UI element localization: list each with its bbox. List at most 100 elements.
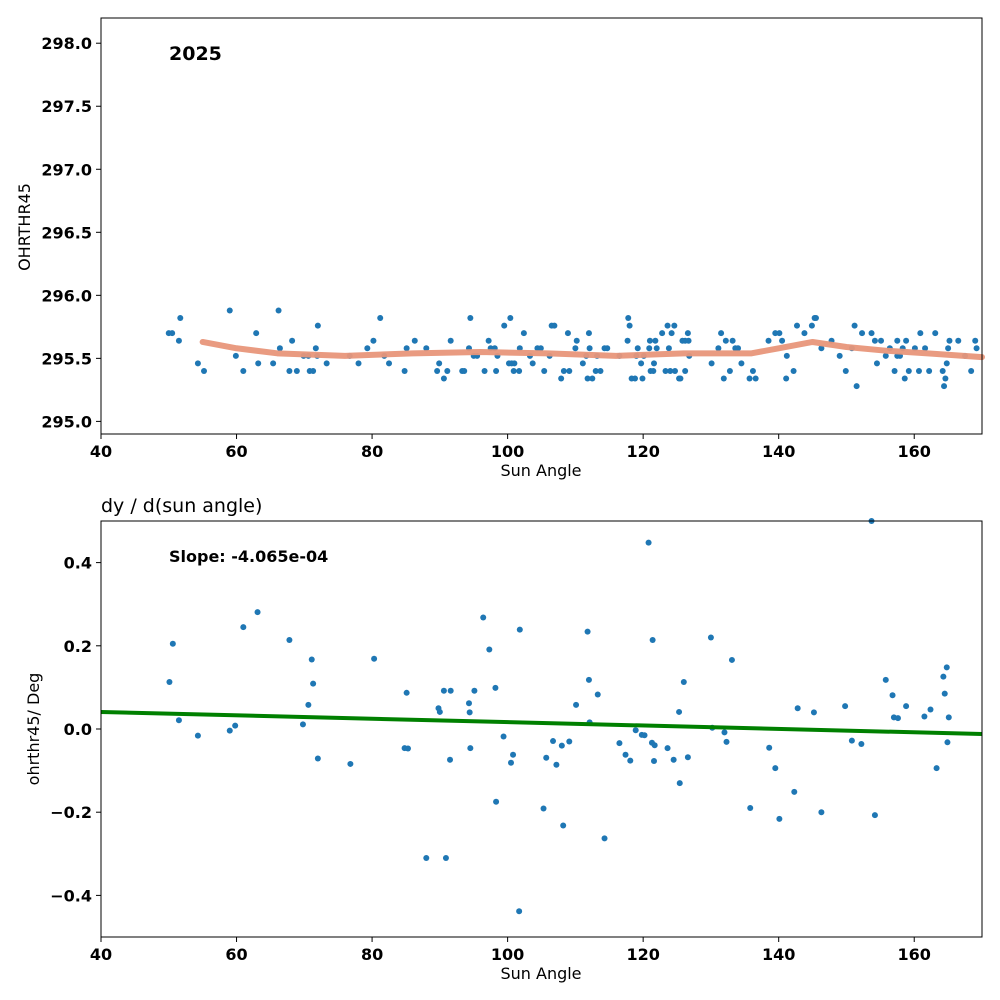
top-data-point <box>169 330 176 337</box>
bottom-data-point <box>169 640 176 647</box>
bottom-x-tick-label: 100 <box>491 945 524 964</box>
top-data-point <box>646 345 653 352</box>
top-data-point <box>573 337 580 344</box>
top-data-point <box>639 375 646 382</box>
bottom-data-point <box>480 614 487 621</box>
bottom-data-point <box>645 539 652 546</box>
top-data-point <box>671 322 678 329</box>
top-data-point <box>276 345 283 352</box>
bottom-data-point <box>889 692 896 699</box>
top-data-point <box>943 360 950 367</box>
bottom-panel-title: dy / d(sun angle) <box>101 495 262 517</box>
top-data-point <box>722 337 729 344</box>
top-data-point <box>945 345 952 352</box>
top-data-point <box>779 337 786 344</box>
top-y-tick-label: 295.5 <box>41 349 92 368</box>
top-data-point <box>386 360 393 367</box>
bottom-data-point <box>766 744 773 751</box>
top-data-point <box>314 322 321 329</box>
top-data-point <box>783 375 790 382</box>
top-data-point <box>467 315 474 322</box>
top-data-point <box>529 360 536 367</box>
top-data-point <box>586 345 593 352</box>
top-data-point <box>646 337 653 344</box>
top-data-point <box>650 367 657 374</box>
top-data-point <box>932 330 939 337</box>
top-data-point <box>726 367 733 374</box>
bottom-x-tick-label: 60 <box>225 945 247 964</box>
top-x-tick-label: 100 <box>491 442 524 461</box>
top-y-tick-label: 296.0 <box>41 286 92 305</box>
top-data-point <box>584 375 591 382</box>
bottom-data-point <box>680 678 687 685</box>
bottom-data-point <box>558 742 565 749</box>
top-data-point <box>447 337 454 344</box>
bottom-x-tick-label: 140 <box>762 945 795 964</box>
top-data-point <box>589 375 596 382</box>
bottom-data-point <box>776 815 783 822</box>
bottom-data-point <box>404 745 411 752</box>
top-data-point <box>917 330 924 337</box>
bottom-x-tick-label: 40 <box>90 945 112 964</box>
bottom-data-point <box>508 759 514 766</box>
top-data-point <box>537 345 544 352</box>
bottom-data-point <box>810 709 817 716</box>
top-data-point <box>286 367 293 374</box>
bottom-scatter-points <box>166 518 952 915</box>
bottom-data-point <box>622 751 629 758</box>
bottom-data-point <box>553 761 560 768</box>
top-data-point <box>871 337 878 344</box>
top-data-point <box>560 367 567 374</box>
top-data-point <box>776 330 783 337</box>
top-data-point <box>790 367 797 374</box>
top-data-point <box>878 337 885 344</box>
top-data-point <box>310 367 317 374</box>
bottom-data-point <box>894 715 901 722</box>
top-data-point <box>444 367 451 374</box>
top-x-tick-label: 140 <box>762 442 795 461</box>
top-data-point <box>177 315 184 322</box>
top-data-point <box>972 337 979 344</box>
top-y-tick-label: 297.5 <box>41 97 92 116</box>
bottom-data-point <box>423 854 430 861</box>
bottom-data-point <box>493 798 500 805</box>
bottom-y-tick-label: −0.4 <box>50 886 92 905</box>
bottom-data-point <box>903 703 910 710</box>
top-data-point <box>793 322 800 329</box>
bottom-data-point <box>254 609 261 616</box>
top-data-point <box>968 367 975 374</box>
top-data-point <box>194 360 201 367</box>
bottom-data-point <box>882 676 889 683</box>
top-data-point <box>604 345 611 352</box>
top-data-point <box>851 322 858 329</box>
bottom-data-point <box>585 676 592 683</box>
top-data-point <box>922 345 929 352</box>
bottom-data-point <box>676 780 683 787</box>
top-data-point <box>939 367 946 374</box>
top-data-point <box>255 360 262 367</box>
bottom-data-point <box>721 729 728 736</box>
bottom-data-point <box>510 751 517 758</box>
top-data-point <box>752 375 759 382</box>
bottom-data-point <box>818 809 825 816</box>
top-data-point <box>270 360 277 367</box>
bottom-data-point <box>627 757 634 764</box>
bottom-data-point <box>933 765 940 772</box>
bottom-data-point <box>486 646 493 653</box>
bottom-data-point <box>676 708 683 715</box>
bottom-x-tick-label: 80 <box>361 945 383 964</box>
top-x-tick-label: 60 <box>225 442 247 461</box>
top-data-point <box>461 367 468 374</box>
bottom-data-point <box>286 636 293 643</box>
top-data-point <box>411 337 418 344</box>
top-data-point <box>738 360 745 367</box>
bottom-data-point <box>921 713 928 720</box>
top-data-point <box>511 360 518 367</box>
bottom-data-point <box>584 628 591 635</box>
top-data-point <box>564 330 571 337</box>
top-data-point <box>355 360 362 367</box>
top-data-point <box>765 337 772 344</box>
top-data-point <box>579 360 586 367</box>
bottom-data-point <box>684 754 691 761</box>
